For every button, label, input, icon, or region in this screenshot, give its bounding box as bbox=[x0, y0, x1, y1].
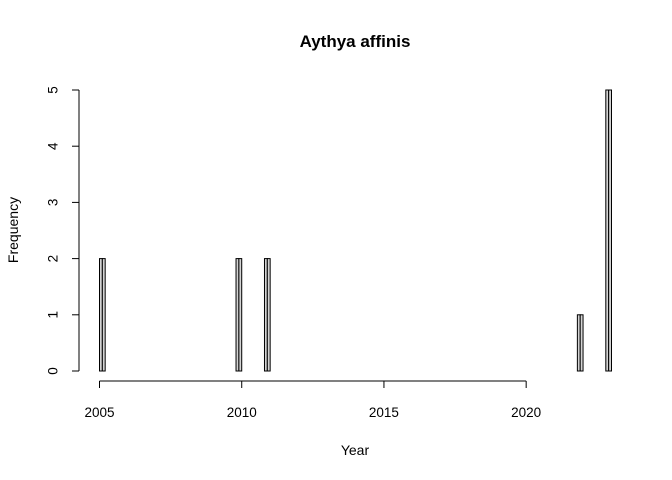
histogram-bar bbox=[238, 258, 243, 372]
y-axis-ticks: 0 1 2 3 4 5 bbox=[46, 86, 79, 375]
y-tick-label: 1 bbox=[46, 311, 61, 319]
x-tick-label: 2020 bbox=[511, 405, 541, 420]
x-axis-label: Year bbox=[341, 442, 370, 458]
x-axis-ticks: 2005 2010 2015 2020 bbox=[84, 381, 541, 420]
x-tick-label: 2010 bbox=[227, 405, 257, 420]
y-tick-label: 4 bbox=[46, 142, 61, 150]
histogram-bar bbox=[608, 89, 612, 372]
y-tick-label: 3 bbox=[46, 199, 61, 207]
bars-group bbox=[99, 89, 612, 372]
chart-title: Aythya affinis bbox=[300, 32, 411, 51]
histogram-bar bbox=[266, 258, 271, 372]
y-tick-label: 2 bbox=[46, 255, 61, 263]
histogram-bar bbox=[101, 258, 106, 372]
y-axis-label: Frequency bbox=[5, 197, 21, 263]
x-tick-label: 2005 bbox=[84, 405, 114, 420]
x-tick-label: 2015 bbox=[369, 405, 399, 420]
histogram-bar bbox=[579, 314, 584, 372]
y-tick-label: 0 bbox=[46, 367, 61, 375]
y-tick-label: 5 bbox=[46, 86, 61, 94]
